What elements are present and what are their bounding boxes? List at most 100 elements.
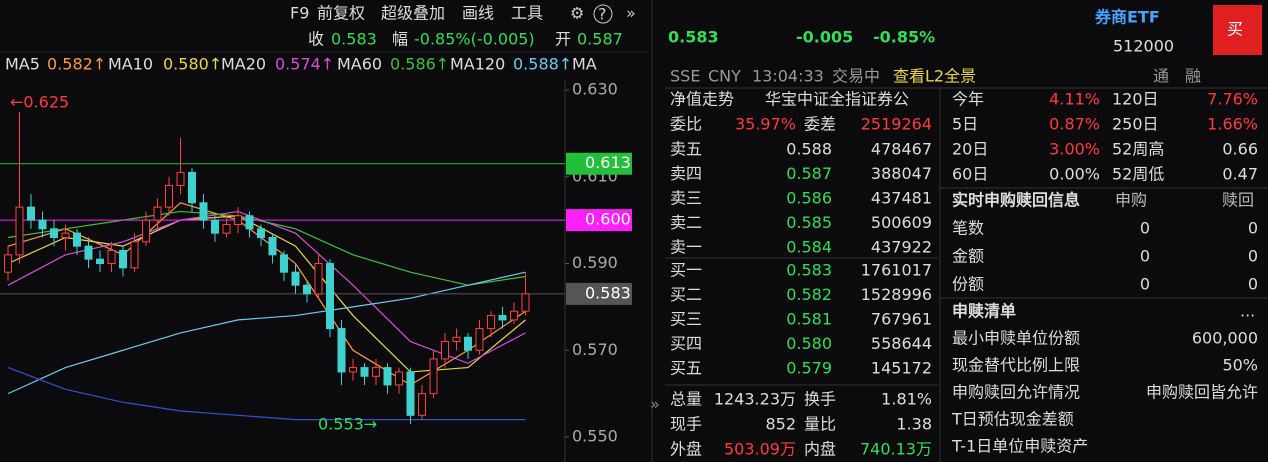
label: 外盘: [670, 440, 702, 459]
help-icon[interactable]: [593, 4, 613, 24]
candle-body: [153, 206, 162, 221]
book-label: 卖四: [670, 164, 702, 183]
book-label: 买四: [670, 334, 702, 353]
book-volume: 500609: [871, 213, 932, 232]
candle-body: [452, 336, 461, 343]
candle-body: [84, 245, 93, 260]
legend-value: 0.574↑: [275, 55, 334, 74]
book-volume: 478467: [871, 140, 932, 159]
y-tick-label: 0.590: [572, 253, 618, 272]
info: CNY: [708, 67, 741, 86]
book-label: 卖二: [670, 213, 702, 232]
book-price: 0.581: [786, 310, 832, 329]
price: 0.583: [668, 28, 719, 47]
collapse-icon[interactable]: »: [650, 395, 660, 414]
candle-body: [268, 236, 277, 256]
label: 份额: [952, 275, 984, 294]
ma-line: [7, 215, 526, 373]
y-tick-label: 0.570: [572, 340, 618, 359]
value: 0.583: [331, 30, 377, 49]
value: 0: [1248, 219, 1258, 238]
candle-body: [107, 249, 116, 265]
candle-body: [211, 219, 219, 234]
book-price: 0.588: [786, 140, 832, 159]
y-tick-label: 0.550: [572, 427, 618, 446]
label: 5日: [952, 115, 978, 134]
info: SSE: [670, 67, 700, 86]
label: 委差: [804, 115, 836, 134]
toolbar-tab[interactable]: 超级叠加: [381, 4, 445, 23]
expand-icon[interactable]: »: [626, 4, 636, 23]
ma-line: [7, 367, 526, 421]
value: 1.38: [896, 415, 932, 434]
help-icon: ?: [598, 5, 607, 24]
candle-body: [96, 258, 104, 265]
value: 1.81%: [881, 390, 932, 409]
candle-body: [487, 315, 495, 330]
level-label: 0.613: [585, 153, 631, 172]
label: 内盘: [804, 440, 836, 459]
value: 0.47: [1222, 165, 1258, 184]
toolbar-tab[interactable]: F9: [290, 4, 309, 23]
book-volume: 437922: [871, 238, 932, 257]
buy-button-label[interactable]: 买: [1227, 20, 1243, 39]
candle-body: [234, 215, 242, 225]
candle-body: [303, 284, 311, 295]
candle-body: [475, 328, 484, 351]
level-box: [566, 209, 632, 232]
value: 50%: [1222, 356, 1258, 375]
book-label: 买五: [670, 359, 702, 378]
candle-body: [521, 293, 530, 312]
l2-link[interactable]: 查看L2全景: [893, 67, 976, 86]
value: 0: [1140, 275, 1150, 294]
toolbar-tab[interactable]: 前复权: [317, 4, 365, 23]
candle-body: [349, 367, 357, 373]
book-label: 买二: [670, 285, 702, 304]
section-title: 申赎清单: [952, 302, 1016, 321]
value: 3.00%: [1049, 140, 1100, 159]
candle-body: [130, 241, 139, 269]
candle-body: [326, 263, 334, 330]
candle-body: [142, 219, 150, 243]
book-volume: 1528996: [861, 285, 932, 304]
label: 总量: [670, 390, 702, 409]
label: 52周低: [1112, 165, 1164, 184]
tag: 通: [1153, 67, 1169, 86]
value: 0: [1140, 219, 1150, 238]
book-price: 0.582: [786, 285, 832, 304]
toolbar-tab[interactable]: 工具: [511, 4, 543, 23]
level-box: [566, 282, 632, 305]
candle-body: [395, 371, 403, 386]
more[interactable]: ...: [1240, 302, 1255, 321]
settings-icon[interactable]: ⚙: [570, 4, 584, 23]
candle-body: [360, 367, 369, 377]
label: 金额: [952, 247, 984, 266]
buy-button[interactable]: [1213, 5, 1262, 55]
candle-body: [337, 328, 346, 373]
legend-value: 0.582↑: [47, 55, 106, 74]
label: T-1日单位申赎资产: [951, 437, 1088, 456]
change-pct: -0.85%: [873, 28, 935, 47]
legend-name: MA120: [450, 55, 505, 74]
toolbar-tab[interactable]: 画线: [462, 4, 494, 23]
candle-body: [61, 232, 70, 238]
legend-name: MA20: [221, 55, 266, 74]
value: 852: [765, 415, 796, 434]
ma-line: [7, 271, 526, 395]
label: 20日: [952, 140, 988, 159]
value: 0: [1248, 247, 1258, 266]
book-label: 买一: [670, 261, 702, 280]
value: 0.87%: [1049, 115, 1100, 134]
value: 0: [1140, 247, 1150, 266]
label: 笔数: [952, 219, 984, 238]
candle-body: [15, 206, 24, 256]
value: 2519264: [861, 115, 932, 134]
book-label: 卖一: [670, 238, 702, 257]
legend-name: MA5: [5, 55, 40, 74]
value: 4.11%: [1049, 90, 1100, 109]
candle-body: [418, 393, 426, 416]
col-header: 申购: [1115, 191, 1147, 210]
book-volume: 1761017: [861, 261, 932, 280]
candle-body: [314, 263, 323, 295]
